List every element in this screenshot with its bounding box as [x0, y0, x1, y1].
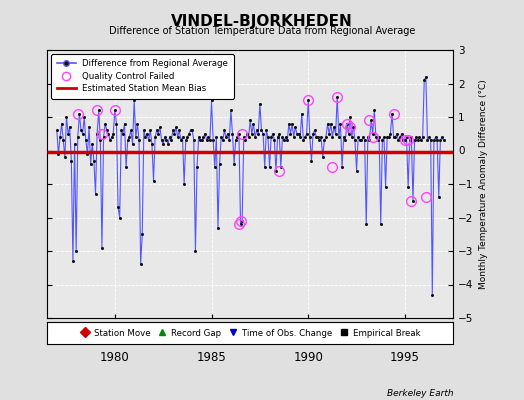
Legend: Difference from Regional Average, Quality Control Failed, Estimated Station Mean: Difference from Regional Average, Qualit… — [51, 54, 234, 98]
Legend: Station Move, Record Gap, Time of Obs. Change, Empirical Break: Station Move, Record Gap, Time of Obs. C… — [77, 325, 424, 341]
Y-axis label: Monthly Temperature Anomaly Difference (°C): Monthly Temperature Anomaly Difference (… — [479, 79, 488, 289]
Text: VINDEL-BJORKHEDEN: VINDEL-BJORKHEDEN — [171, 14, 353, 29]
Text: Difference of Station Temperature Data from Regional Average: Difference of Station Temperature Data f… — [109, 26, 415, 36]
Text: Berkeley Earth: Berkeley Earth — [387, 389, 453, 398]
